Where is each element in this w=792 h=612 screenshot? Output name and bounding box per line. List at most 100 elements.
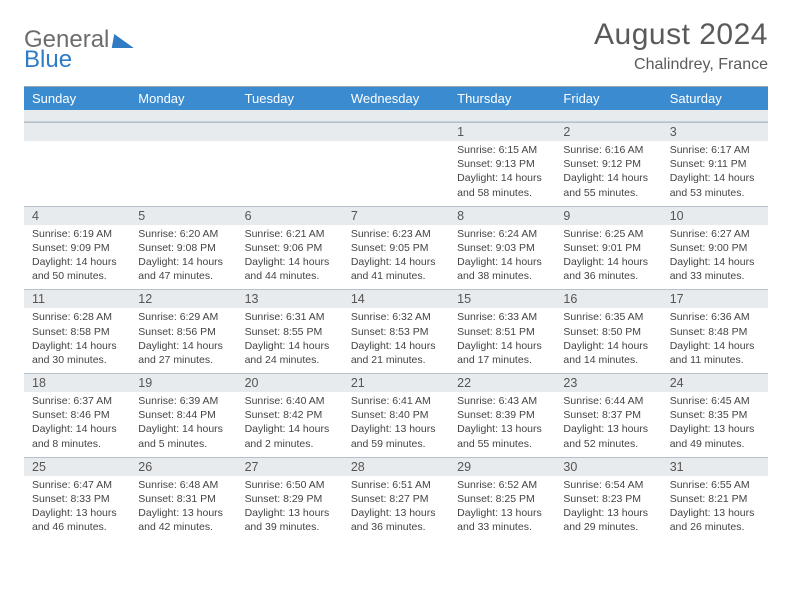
day-number: 6 [237,206,343,225]
day-number: 7 [343,206,449,225]
day-sunrise: Sunrise: 6:54 AM [563,478,653,492]
day-day2: and 26 minutes. [670,520,760,534]
day-sunrise: Sunrise: 6:19 AM [32,227,122,241]
day-sunset: Sunset: 8:58 PM [32,325,122,339]
day-number [343,122,449,141]
day-day1: Daylight: 14 hours [138,339,228,353]
logo: General Blue [24,18,135,72]
day-sunset: Sunset: 9:13 PM [457,157,547,171]
day-day2: and 21 minutes. [351,353,441,367]
day-number: 12 [130,289,236,308]
day-day2: and 27 minutes. [138,353,228,367]
day-day1: Daylight: 13 hours [138,506,228,520]
calendar: Sunday Monday Tuesday Wednesday Thursday… [24,87,768,540]
day-number: 9 [555,206,661,225]
day-day2: and 17 minutes. [457,353,547,367]
day-day1: Daylight: 14 hours [245,422,335,436]
day-sunrise: Sunrise: 6:29 AM [138,310,228,324]
day-day1: Daylight: 14 hours [670,255,760,269]
day-cell: Sunrise: 6:44 AMSunset: 8:37 PMDaylight:… [555,392,661,457]
day-content-row: Sunrise: 6:28 AMSunset: 8:58 PMDaylight:… [24,308,768,373]
day-day2: and 39 minutes. [245,520,335,534]
day-sunset: Sunset: 9:11 PM [670,157,760,171]
day-content-row: Sunrise: 6:15 AMSunset: 9:13 PMDaylight:… [24,141,768,206]
day-cell: Sunrise: 6:23 AMSunset: 9:05 PMDaylight:… [343,225,449,290]
day-day1: Daylight: 13 hours [457,422,547,436]
day-cell: Sunrise: 6:25 AMSunset: 9:01 PMDaylight:… [555,225,661,290]
day-sunrise: Sunrise: 6:32 AM [351,310,441,324]
day-sunrise: Sunrise: 6:39 AM [138,394,228,408]
day-cell: Sunrise: 6:45 AMSunset: 8:35 PMDaylight:… [662,392,768,457]
day-cell: Sunrise: 6:28 AMSunset: 8:58 PMDaylight:… [24,308,130,373]
day-number: 5 [130,206,236,225]
day-sunset: Sunset: 8:53 PM [351,325,441,339]
logo-text-blue: Blue [24,48,109,72]
day-cell: Sunrise: 6:20 AMSunset: 9:08 PMDaylight:… [130,225,236,290]
day-day2: and 47 minutes. [138,269,228,283]
day-sunrise: Sunrise: 6:25 AM [563,227,653,241]
day-day2: and 38 minutes. [457,269,547,283]
day-day2: and 2 minutes. [245,437,335,451]
day-sunset: Sunset: 8:56 PM [138,325,228,339]
day-number: 16 [555,289,661,308]
day-sunset: Sunset: 9:00 PM [670,241,760,255]
daynum-row: 18192021222324 [24,373,768,392]
day-day1: Daylight: 14 hours [32,339,122,353]
day-number: 17 [662,289,768,308]
day-sunrise: Sunrise: 6:31 AM [245,310,335,324]
day-cell [343,141,449,206]
day-sunrise: Sunrise: 6:41 AM [351,394,441,408]
day-number: 21 [343,373,449,392]
day-day1: Daylight: 13 hours [32,506,122,520]
day-number [130,122,236,141]
day-sunset: Sunset: 8:23 PM [563,492,653,506]
dow-wed: Wednesday [343,87,449,110]
day-cell: Sunrise: 6:52 AMSunset: 8:25 PMDaylight:… [449,476,555,541]
day-sunset: Sunset: 8:40 PM [351,408,441,422]
day-day2: and 11 minutes. [670,353,760,367]
day-day2: and 44 minutes. [245,269,335,283]
day-sunrise: Sunrise: 6:33 AM [457,310,547,324]
day-day1: Daylight: 14 hours [245,339,335,353]
dow-fri: Friday [555,87,661,110]
day-day2: and 14 minutes. [563,353,653,367]
day-day2: and 36 minutes. [563,269,653,283]
day-day1: Daylight: 14 hours [351,339,441,353]
day-day1: Daylight: 14 hours [563,255,653,269]
day-day2: and 49 minutes. [670,437,760,451]
day-number: 1 [449,122,555,141]
day-sunset: Sunset: 8:35 PM [670,408,760,422]
day-number: 2 [555,122,661,141]
day-day1: Daylight: 14 hours [457,255,547,269]
day-cell: Sunrise: 6:51 AMSunset: 8:27 PMDaylight:… [343,476,449,541]
day-number: 24 [662,373,768,392]
day-number: 30 [555,457,661,476]
day-cell: Sunrise: 6:33 AMSunset: 8:51 PMDaylight:… [449,308,555,373]
day-sunset: Sunset: 8:46 PM [32,408,122,422]
day-number: 19 [130,373,236,392]
day-day1: Daylight: 13 hours [351,422,441,436]
header: General Blue August 2024 Chalindrey, Fra… [24,18,768,74]
day-sunset: Sunset: 9:06 PM [245,241,335,255]
day-sunrise: Sunrise: 6:48 AM [138,478,228,492]
day-sunset: Sunset: 8:37 PM [563,408,653,422]
day-cell: Sunrise: 6:35 AMSunset: 8:50 PMDaylight:… [555,308,661,373]
day-sunset: Sunset: 8:33 PM [32,492,122,506]
day-day1: Daylight: 13 hours [563,422,653,436]
day-sunrise: Sunrise: 6:55 AM [670,478,760,492]
day-number [237,122,343,141]
day-cell: Sunrise: 6:47 AMSunset: 8:33 PMDaylight:… [24,476,130,541]
day-sunrise: Sunrise: 6:51 AM [351,478,441,492]
dow-sun: Sunday [24,87,130,110]
day-cell [237,141,343,206]
day-sunrise: Sunrise: 6:23 AM [351,227,441,241]
day-sunrise: Sunrise: 6:15 AM [457,143,547,157]
day-number: 25 [24,457,130,476]
day-day2: and 36 minutes. [351,520,441,534]
day-cell: Sunrise: 6:15 AMSunset: 9:13 PMDaylight:… [449,141,555,206]
day-day2: and 42 minutes. [138,520,228,534]
day-sunrise: Sunrise: 6:47 AM [32,478,122,492]
day-day1: Daylight: 13 hours [351,506,441,520]
day-sunset: Sunset: 9:12 PM [563,157,653,171]
day-sunset: Sunset: 8:21 PM [670,492,760,506]
